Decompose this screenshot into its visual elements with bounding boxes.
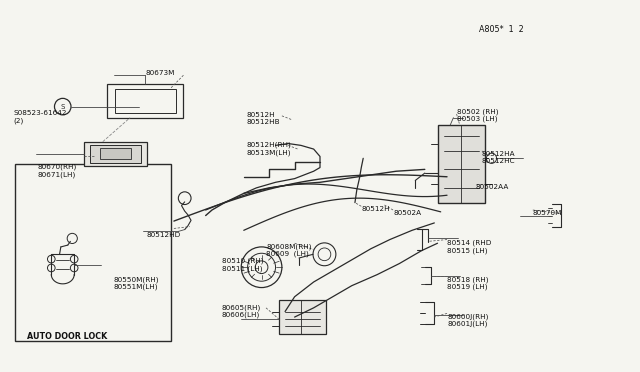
Text: 80605(RH)
80606(LH): 80605(RH) 80606(LH) xyxy=(221,304,260,318)
Bar xyxy=(15,164,171,341)
Text: A805*  1  2: A805* 1 2 xyxy=(479,25,524,34)
Text: 80512HD: 80512HD xyxy=(147,232,181,238)
Text: 80502AA: 80502AA xyxy=(476,184,509,190)
Text: S: S xyxy=(61,104,65,110)
Text: 80600J(RH)
80601J(LH): 80600J(RH) 80601J(LH) xyxy=(447,313,488,327)
Text: 80510 (RH)
80511 (LH): 80510 (RH) 80511 (LH) xyxy=(221,258,263,272)
Text: S08523-61642
(2): S08523-61642 (2) xyxy=(14,110,67,124)
Text: 80670(RH)
80671(LH): 80670(RH) 80671(LH) xyxy=(37,164,77,178)
Text: 80514 (RHD
80515 (LH): 80514 (RHD 80515 (LH) xyxy=(447,240,492,254)
Text: 80518 (RH)
80519 (LH): 80518 (RH) 80519 (LH) xyxy=(447,276,488,291)
Text: 80502A: 80502A xyxy=(393,210,421,216)
Text: 80512H(RH)
80513M(LH): 80512H(RH) 80513M(LH) xyxy=(247,142,292,156)
Text: 80570M: 80570M xyxy=(532,210,562,216)
Bar xyxy=(100,148,131,159)
Text: 80502 (RH)
80503 (LH): 80502 (RH) 80503 (LH) xyxy=(456,109,498,122)
Text: 80550M(RH)
80551M(LH): 80550M(RH) 80551M(LH) xyxy=(113,276,159,291)
Text: AUTO DOOR LOCK: AUTO DOOR LOCK xyxy=(26,332,107,341)
Bar xyxy=(90,145,141,163)
Text: 80673M: 80673M xyxy=(145,70,175,76)
Text: 80512H
80512HB: 80512H 80512HB xyxy=(247,112,280,125)
Bar xyxy=(438,125,485,203)
Text: 80512HA
80512HC: 80512HA 80512HC xyxy=(482,151,516,164)
Bar xyxy=(278,301,326,334)
Bar xyxy=(84,142,147,166)
Bar xyxy=(108,84,184,118)
Text: 80608M(RH)
80609  (LH): 80608M(RH) 80609 (LH) xyxy=(266,243,312,257)
Bar xyxy=(115,89,176,113)
Text: 80512H: 80512H xyxy=(362,206,390,212)
